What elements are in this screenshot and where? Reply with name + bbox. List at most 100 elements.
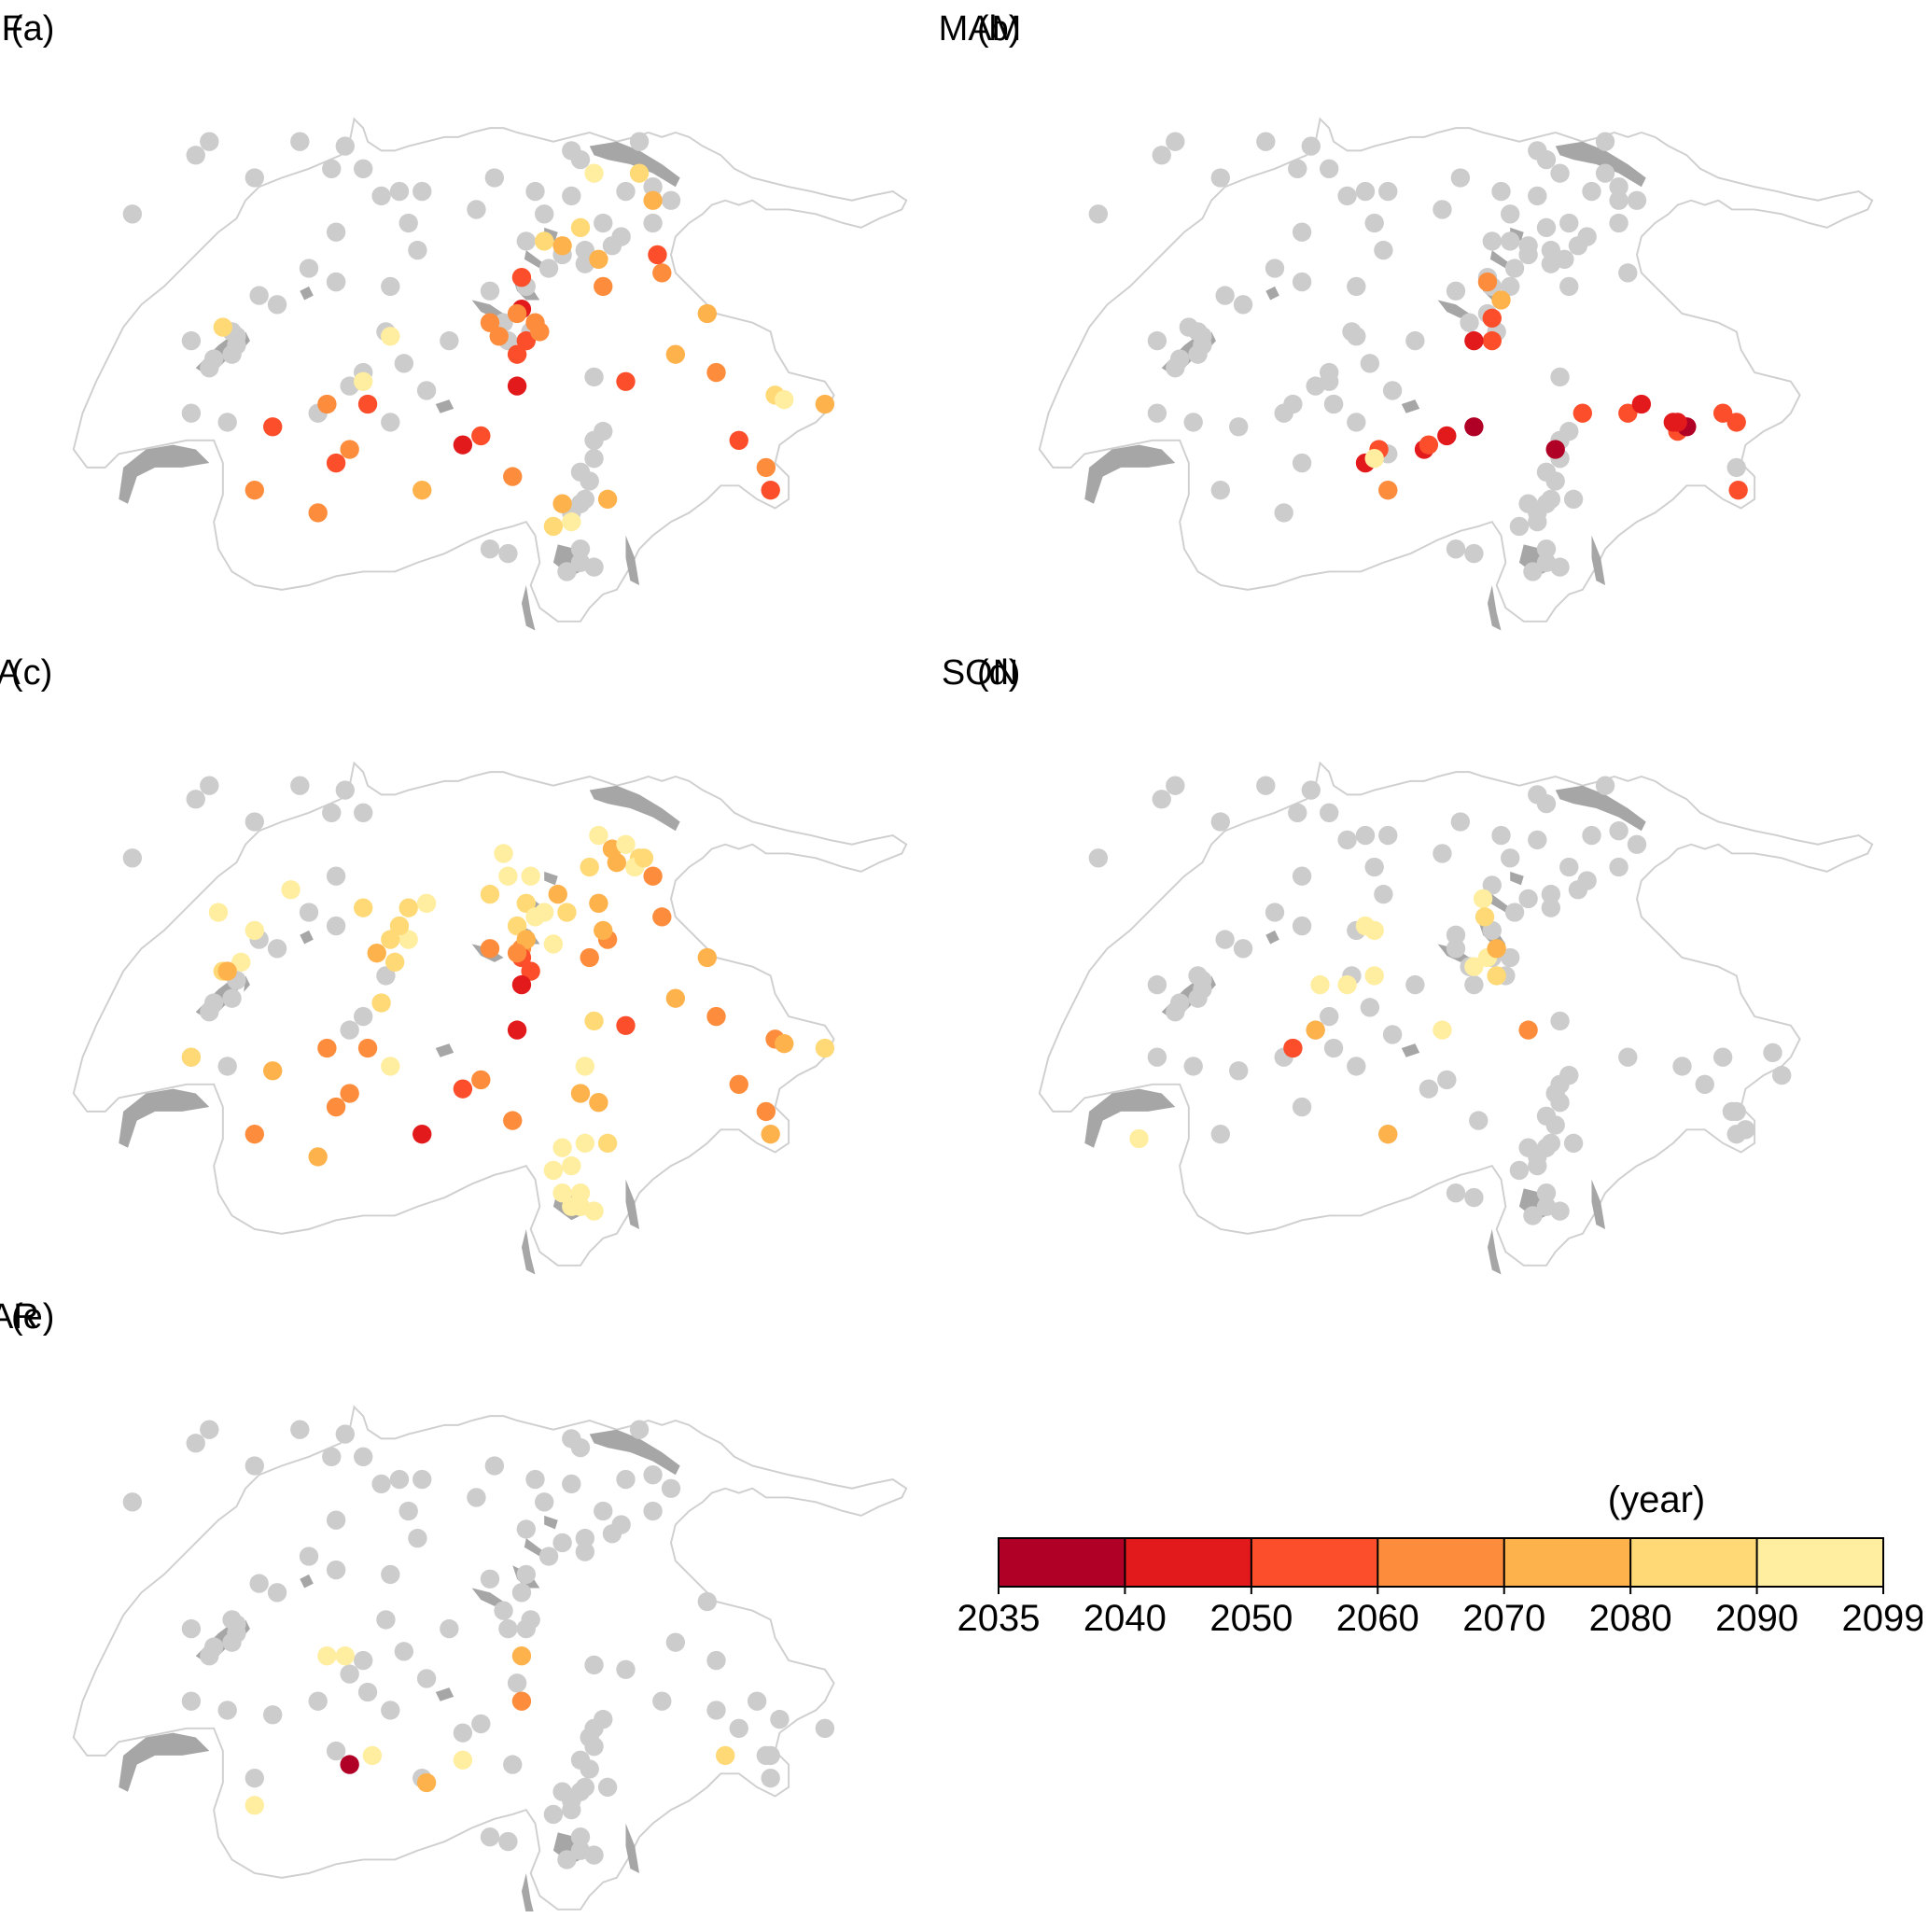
station-no-emergence	[354, 1006, 373, 1027]
station-no-emergence	[1446, 1183, 1466, 1203]
country-border	[1038, 117, 1874, 623]
station-no-emergence	[322, 803, 342, 822]
station-no-emergence	[389, 181, 410, 202]
station-no-emergence	[538, 1547, 559, 1566]
station-no-emergence	[412, 1469, 432, 1490]
station-marker	[511, 268, 532, 287]
station-no-emergence	[1256, 132, 1276, 151]
station-no-emergence	[1320, 159, 1339, 178]
station-no-emergence	[398, 213, 418, 233]
station-no-emergence	[340, 1020, 359, 1040]
station-marker	[453, 1750, 473, 1770]
station-no-emergence	[222, 988, 242, 1008]
station-marker	[643, 190, 663, 210]
station-no-emergence	[1265, 259, 1285, 278]
station-marker	[552, 236, 572, 256]
station-marker	[371, 993, 391, 1013]
legend-tick-label: 2040	[1083, 1598, 1167, 1639]
station-no-emergence	[1609, 821, 1628, 841]
station-no-emergence	[222, 1632, 242, 1652]
station-no-emergence	[643, 177, 663, 197]
panel-mam: (b) MAM	[939, 0, 1927, 644]
station-no-emergence	[290, 1420, 310, 1439]
station-no-emergence	[570, 1437, 591, 1458]
station-no-emergence	[1210, 480, 1230, 500]
station-no-emergence	[371, 186, 391, 206]
station-no-emergence	[1541, 884, 1561, 904]
station-marker	[706, 362, 726, 383]
station-no-emergence	[1528, 186, 1547, 206]
station-no-emergence	[267, 1583, 287, 1603]
station-marker	[398, 898, 418, 917]
station-marker	[1437, 426, 1457, 446]
station-no-emergence	[1355, 181, 1376, 202]
station-no-emergence	[1215, 286, 1235, 305]
station-marker	[516, 930, 536, 949]
station-no-emergence	[494, 1601, 513, 1620]
station-no-emergence	[1464, 543, 1484, 564]
station-no-emergence	[322, 159, 342, 178]
station-marker	[217, 961, 237, 981]
station-marker	[756, 1101, 776, 1122]
station-marker	[1129, 1128, 1149, 1149]
station-no-emergence	[570, 553, 591, 572]
station-no-emergence	[1378, 181, 1398, 202]
station-no-emergence	[1292, 1097, 1312, 1117]
station-no-emergence	[1229, 1061, 1249, 1081]
station-no-emergence	[1233, 939, 1253, 959]
station-no-emergence	[1337, 186, 1357, 206]
station-no-emergence	[263, 1705, 283, 1725]
station-no-emergence	[562, 1799, 581, 1820]
station-no-emergence	[1320, 803, 1339, 822]
station-marker	[317, 1038, 337, 1058]
station-no-emergence	[652, 1691, 672, 1711]
station-no-emergence	[1518, 236, 1538, 256]
station-no-emergence	[122, 848, 143, 868]
station-no-emergence	[1233, 295, 1253, 315]
station-no-emergence	[761, 1768, 780, 1788]
station-no-emergence	[1518, 889, 1538, 909]
station-no-emergence	[1364, 213, 1384, 233]
station-marker	[1364, 920, 1384, 941]
station-no-emergence	[1179, 317, 1199, 337]
station-marker	[362, 1745, 383, 1766]
station-marker	[580, 947, 599, 968]
station-marker	[648, 245, 667, 265]
station-no-emergence	[552, 1533, 572, 1553]
station-no-emergence	[245, 1768, 264, 1788]
station-no-emergence	[602, 236, 622, 256]
station-marker	[384, 952, 405, 973]
station-marker	[1668, 413, 1687, 432]
station-no-emergence	[394, 1642, 414, 1661]
station-no-emergence	[570, 539, 591, 559]
station-no-emergence	[1229, 417, 1249, 437]
station-marker	[245, 920, 264, 941]
station-marker	[326, 453, 346, 473]
station-no-emergence	[1183, 413, 1203, 432]
station-marker	[589, 249, 608, 269]
station-no-emergence	[371, 1474, 391, 1494]
station-no-emergence	[543, 1804, 564, 1825]
station-marker	[1419, 435, 1439, 455]
station-marker	[507, 943, 527, 963]
station-no-emergence	[1536, 217, 1557, 238]
station-no-emergence	[747, 1691, 767, 1711]
station-marker	[1433, 1020, 1452, 1040]
station-marker	[335, 1646, 355, 1666]
station-no-emergence	[1595, 776, 1615, 795]
station-marker	[354, 898, 373, 917]
station-no-emergence	[354, 1650, 373, 1671]
station-no-emergence	[1536, 1197, 1557, 1216]
station-no-emergence	[217, 1701, 237, 1720]
station-no-emergence	[1563, 489, 1584, 510]
station-no-emergence	[200, 1420, 219, 1439]
station-no-emergence	[181, 403, 202, 423]
station-marker	[697, 947, 717, 968]
station-no-emergence	[597, 1777, 618, 1798]
station-marker	[498, 866, 518, 886]
station-marker	[503, 467, 523, 486]
lake	[471, 1588, 504, 1606]
station-no-emergence	[416, 1669, 437, 1688]
station-no-emergence	[1501, 231, 1520, 251]
station-no-emergence	[629, 132, 650, 151]
